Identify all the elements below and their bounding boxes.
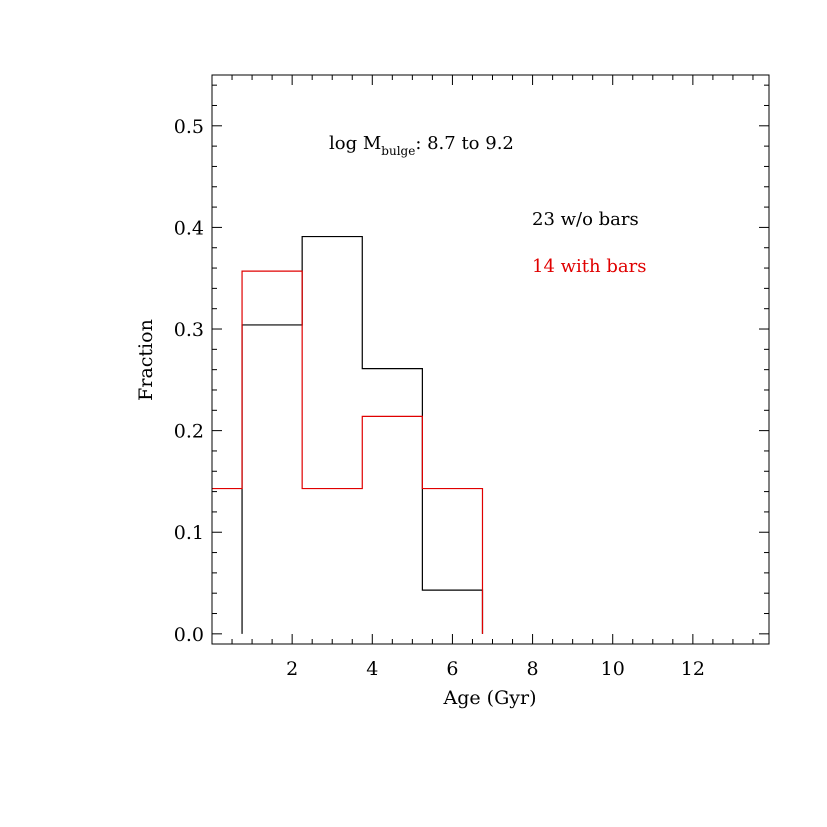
histogram-series-without-bars (241, 235, 484, 634)
annotation-subscript: bulge (381, 144, 415, 158)
x-axis-label: Age (Gyr) (443, 687, 537, 709)
y-tick-label: 0.0 (174, 624, 204, 646)
annotation-bulge-mass: log Mbulge: 8.7 to 9.2 (329, 133, 514, 158)
legend-entry-without-bars: 23 w/o bars (532, 209, 639, 230)
y-tick-label: 0.2 (174, 421, 204, 443)
axis-ticks (212, 75, 769, 644)
histogram-series-with-bars (212, 270, 484, 634)
plot-frame (211, 74, 770, 645)
y-tick-label: 0.1 (174, 522, 204, 544)
x-tick-label: 12 (681, 658, 705, 680)
annotation-prefix: log M (329, 133, 381, 154)
x-tick-label: 8 (527, 658, 539, 680)
y-tick-label: 0.3 (174, 319, 204, 341)
annotation-suffix: : 8.7 to 9.2 (415, 133, 514, 154)
y-tick-label: 0.5 (174, 116, 204, 138)
x-tick-label: 2 (286, 658, 298, 680)
axis-tick-labels: 2 4 6 8 10 12 0.0 0.1 0.2 0.3 0.4 0.5 (174, 116, 705, 680)
y-tick-label: 0.4 (174, 217, 204, 239)
x-tick-label: 6 (446, 658, 458, 680)
legend-entry-with-bars: 14 with bars (532, 256, 646, 277)
x-tick-label: 10 (601, 658, 625, 680)
x-tick-label: 4 (366, 658, 378, 680)
y-axis-label: Fraction (135, 319, 157, 401)
